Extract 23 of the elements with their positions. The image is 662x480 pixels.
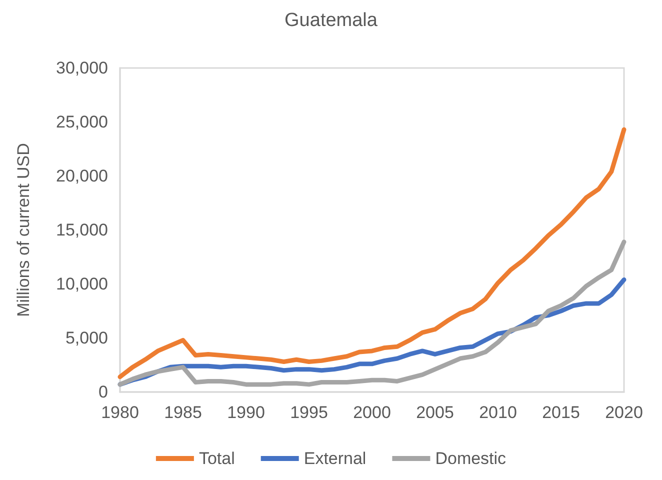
x-tick-label: 2005 <box>416 403 454 422</box>
x-tick-label: 1995 <box>290 403 328 422</box>
y-axis-title: Millions of current USD <box>14 143 33 317</box>
y-tick-label: 5,000 <box>65 328 108 348</box>
y-tick-label: 10,000 <box>56 274 108 294</box>
legend-label: Total <box>198 449 235 468</box>
y-tick-label: 25,000 <box>56 112 108 132</box>
chart-title: Guatemala <box>284 10 378 31</box>
x-tick-label: 1990 <box>227 403 265 422</box>
line-series <box>118 127 626 380</box>
y-tick-label: 30,000 <box>56 58 108 78</box>
y-tick-label: 0 <box>98 382 108 402</box>
legend-label: Domestic <box>435 449 507 468</box>
x-tick-label: 1985 <box>164 403 202 422</box>
x-tick-label: 2010 <box>479 403 517 422</box>
legend-label: External <box>304 449 366 468</box>
x-tick-label: 2000 <box>353 403 391 422</box>
x-tick-label: 1980 <box>101 403 139 422</box>
line-series <box>118 240 626 387</box>
x-tick-label: 2020 <box>605 403 643 422</box>
y-tick-label: 15,000 <box>56 220 108 240</box>
x-tick-label: 2015 <box>542 403 580 422</box>
y-tick-label: 20,000 <box>56 166 108 186</box>
